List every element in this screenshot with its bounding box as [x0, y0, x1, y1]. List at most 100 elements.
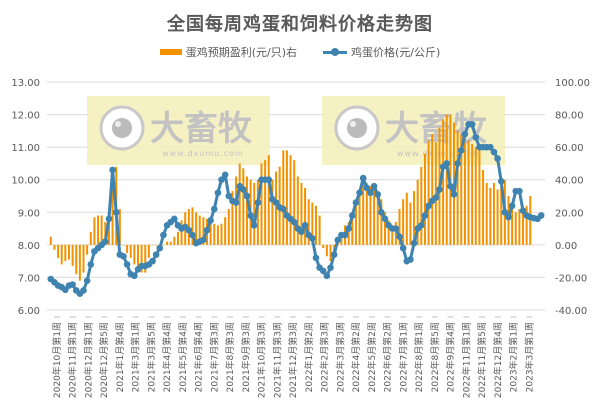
legend-item-egg-price[interactable]: 鸡蛋价格(元/公斤) — [323, 44, 440, 60]
svg-text:大畜牧: 大畜牧 — [150, 109, 253, 149]
profit-bar — [155, 244, 158, 246]
egg-price-marker — [200, 236, 207, 244]
x-axis-tick: 2021年3月第1周 — [130, 322, 142, 392]
left-axis-tick: 8.00 — [18, 241, 40, 252]
egg-price-marker — [225, 192, 233, 200]
egg-price-marker — [120, 252, 127, 260]
profit-bar — [369, 186, 372, 245]
profit-bar — [111, 187, 114, 245]
egg-price-marker — [447, 182, 454, 190]
right-axis-tick: 40.00 — [555, 176, 584, 187]
x-axis-tick: 2020年11月第1周 — [67, 322, 79, 398]
profit-bar — [166, 241, 169, 245]
x-axis-tick: 2022年3月第3周 — [334, 322, 346, 392]
x-axis-tick: 2022年11月第5周 — [476, 322, 488, 398]
right-axis-tick: 80.00 — [555, 111, 584, 122]
egg-price-marker — [254, 199, 262, 206]
profit-bar — [242, 168, 245, 245]
profit-bar — [235, 176, 238, 245]
right-axis-tick: 0.00 — [555, 241, 577, 252]
profit-bar — [162, 244, 165, 246]
profit-bar — [49, 236, 52, 245]
egg-price-marker — [214, 189, 222, 197]
profit-bar — [264, 160, 267, 245]
profit-bar — [71, 244, 74, 267]
x-axis-tick: 2021年12月第3周 — [287, 322, 299, 398]
profit-bar — [380, 199, 383, 245]
egg-price-marker — [341, 231, 349, 239]
profit-bar — [238, 163, 241, 245]
egg-price-marker — [152, 251, 160, 258]
egg-price-marker — [454, 160, 461, 167]
profit-bar — [318, 215, 321, 245]
egg-price-marker — [505, 213, 512, 221]
profit-bar — [97, 215, 100, 245]
egg-price-marker — [519, 207, 527, 214]
profit-bar — [394, 222, 397, 245]
x-axis-tick: 2021年5月第4周 — [177, 322, 189, 392]
egg-price-marker — [290, 218, 298, 226]
profit-bar — [107, 212, 110, 245]
x-axis-tick: 2022年8月第5周 — [429, 322, 441, 392]
x-axis-tick: 2023年2月第1周 — [508, 322, 520, 392]
egg-price-marker — [319, 267, 327, 275]
profit-bar — [245, 176, 248, 245]
profit-bar — [93, 217, 96, 245]
profit-bar — [122, 244, 125, 246]
profit-bar — [75, 244, 78, 275]
profit-bar — [260, 163, 263, 245]
egg-price-marker — [425, 202, 432, 210]
profit-bar — [329, 244, 332, 262]
profit-bar — [471, 143, 474, 245]
profit-bar — [285, 150, 288, 245]
profit-bar — [133, 244, 136, 265]
egg-price-marker — [131, 272, 138, 280]
profit-bar — [373, 189, 376, 245]
svg-text:www.dxumu.com: www.dxumu.com — [397, 149, 479, 158]
egg-price-marker — [218, 176, 225, 184]
egg-price-marker — [370, 182, 378, 190]
egg-price-marker — [410, 239, 418, 247]
profit-bar — [314, 205, 317, 245]
profit-bar — [511, 209, 514, 245]
egg-price-marker — [490, 148, 498, 156]
egg-price-marker — [457, 147, 465, 154]
right-axis-tick: 100.00 — [555, 78, 590, 89]
egg-price-marker — [323, 272, 331, 280]
egg-price-marker — [250, 222, 258, 229]
profit-bar — [500, 179, 503, 245]
egg-price-marker — [450, 191, 458, 198]
egg-price-marker — [497, 178, 505, 185]
egg-price-marker — [69, 281, 76, 288]
profit-bar — [365, 182, 368, 245]
legend-item-profit[interactable]: 蛋鸡预期盈利(元/只)右 — [159, 44, 297, 60]
x-axis-tick: 2022年11月第1周 — [460, 322, 472, 398]
egg-price-marker — [345, 225, 352, 232]
x-axis-tick: 2023年3月第1周 — [523, 322, 535, 392]
profit-bar — [144, 244, 147, 273]
profit-bar — [460, 134, 463, 245]
profit-bar — [420, 166, 423, 245]
egg-price-marker — [102, 238, 109, 245]
profit-bar — [376, 192, 379, 245]
egg-price-marker — [160, 231, 167, 239]
egg-price-marker — [352, 199, 360, 206]
egg-price-marker — [105, 215, 113, 223]
profit-bar — [180, 220, 183, 245]
profit-bar — [387, 220, 390, 245]
profit-bar — [60, 244, 63, 265]
bar-swatch-icon — [159, 49, 182, 55]
profit-bar — [129, 244, 132, 258]
egg-price-marker — [501, 208, 509, 216]
profit-bar — [173, 236, 176, 245]
profit-bar — [67, 244, 70, 260]
left-axis-tick: 10.00 — [11, 176, 40, 187]
egg-price-marker — [243, 192, 251, 200]
profit-bar — [231, 191, 234, 245]
egg-price-marker — [381, 215, 389, 223]
x-axis-tick: 2021年7月第3周 — [208, 322, 220, 392]
profit-bar — [307, 199, 310, 245]
profit-bar — [478, 150, 481, 245]
profit-bar — [289, 155, 292, 245]
